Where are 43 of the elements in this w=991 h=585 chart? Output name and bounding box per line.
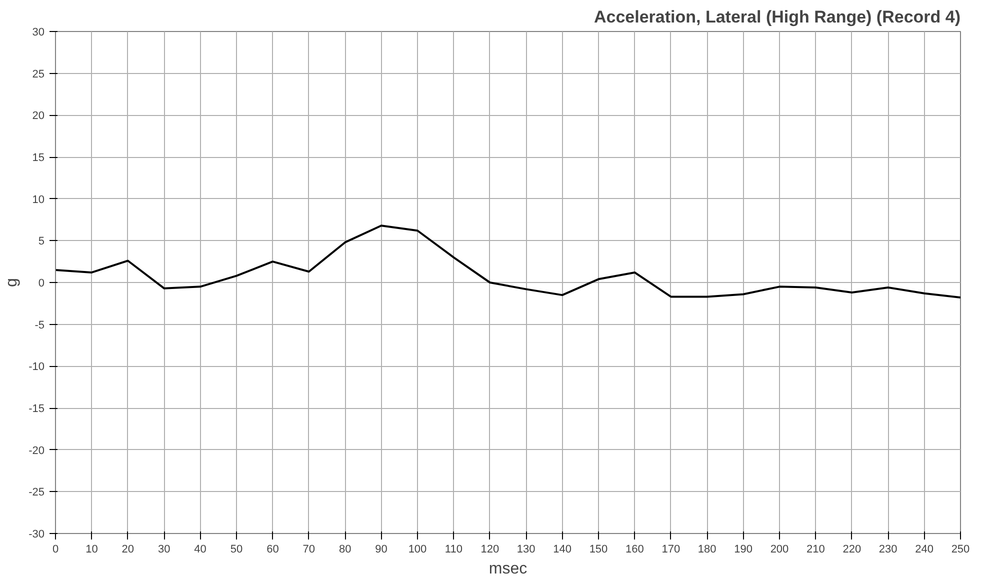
x-tick-label: 30 [158, 544, 170, 556]
y-tick-label: -25 [28, 486, 45, 499]
y-tick-label: -5 [34, 319, 44, 332]
x-tick-label: 0 [52, 544, 59, 556]
x-tick-label: 20 [122, 544, 134, 556]
x-tick-label: 190 [734, 544, 752, 556]
x-tick-label: 120 [480, 544, 500, 556]
x-tick-label: 140 [553, 544, 572, 556]
x-tick-label: 70 [302, 544, 316, 556]
x-axis-title: msec [488, 560, 528, 578]
y-tick-label: 25 [32, 68, 45, 80]
x-tick-label: 230 [878, 544, 898, 556]
line-series [56, 224, 960, 299]
x-tick-label: 40 [194, 544, 206, 556]
y-tick-label: -30 [28, 528, 45, 540]
chart-title: Acceleration, Lateral (High Range) (Record 4) [594, 8, 961, 26]
x-tick-label: 220 [842, 544, 862, 556]
x-tick-label: 90 [375, 544, 388, 556]
x-tick-label: 210 [806, 544, 825, 556]
x-tick-label: 200 [770, 544, 789, 556]
y-tick-label: 20 [32, 110, 45, 122]
y-tick-label: 30 [32, 26, 45, 38]
x-tick-label: 130 [516, 544, 536, 556]
y-axis-title: g [4, 278, 21, 287]
x-tick-label: 170 [662, 544, 680, 556]
y-tick-label: -15 [28, 403, 45, 415]
x-tick-label: 150 [589, 544, 608, 556]
x-tick-label: 80 [338, 544, 352, 556]
y-tick-label: 0 [38, 278, 45, 290]
x-tick-label: 160 [626, 544, 644, 556]
y-tick-label: -10 [28, 361, 45, 374]
y-tick-label: 5 [38, 236, 45, 248]
y-tick-label: 10 [32, 194, 45, 206]
x-tick-label: 10 [86, 544, 98, 556]
y-tick-label: -20 [28, 444, 45, 457]
x-tick-label: 110 [444, 544, 462, 556]
x-tick-label: 180 [698, 544, 716, 556]
x-tick-label: 60 [266, 544, 279, 556]
x-tick-label: 100 [408, 544, 427, 556]
y-tick-label: 15 [32, 152, 45, 164]
x-tick-label: 50 [230, 544, 243, 556]
x-tick-label: 240 [915, 544, 934, 556]
x-tick-label: 250 [951, 544, 970, 556]
